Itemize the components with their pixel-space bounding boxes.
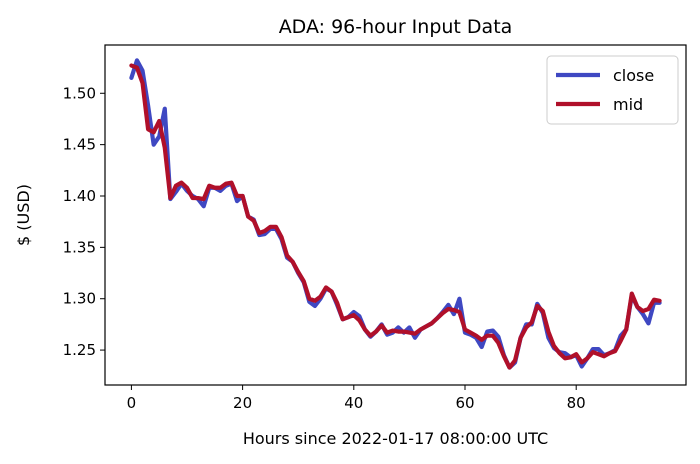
x-tick-label: 20 <box>233 394 252 412</box>
legend-label-mid: mid <box>613 95 643 114</box>
y-tick-label: 1.25 <box>63 341 96 359</box>
x-tick-label: 0 <box>127 394 137 412</box>
x-axis: 0 20 40 60 80 <box>127 385 586 412</box>
x-tick-label: 40 <box>344 394 363 412</box>
chart-title: ADA: 96-hour Input Data <box>279 16 513 38</box>
legend: close mid <box>546 55 679 125</box>
y-tick-label: 1.45 <box>63 136 96 154</box>
series-line-mid <box>129 63 662 370</box>
y-tick-label: 1.50 <box>63 84 96 102</box>
legend-label-close: close <box>613 66 654 85</box>
y-axis: 1.25 1.30 1.35 1.40 1.45 1.50 <box>63 84 105 359</box>
y-tick-label: 1.35 <box>63 238 96 256</box>
y-axis-label: $ (USD) <box>14 184 33 246</box>
series-layer <box>129 58 662 370</box>
plot-frame <box>104 44 687 386</box>
x-tick-label: 60 <box>455 394 474 412</box>
y-tick-label: 1.30 <box>63 290 96 308</box>
x-tick-label: 80 <box>567 394 586 412</box>
x-axis-label: Hours since 2022-01-17 08:00:00 UTC <box>243 429 548 448</box>
y-tick-label: 1.40 <box>63 187 96 205</box>
